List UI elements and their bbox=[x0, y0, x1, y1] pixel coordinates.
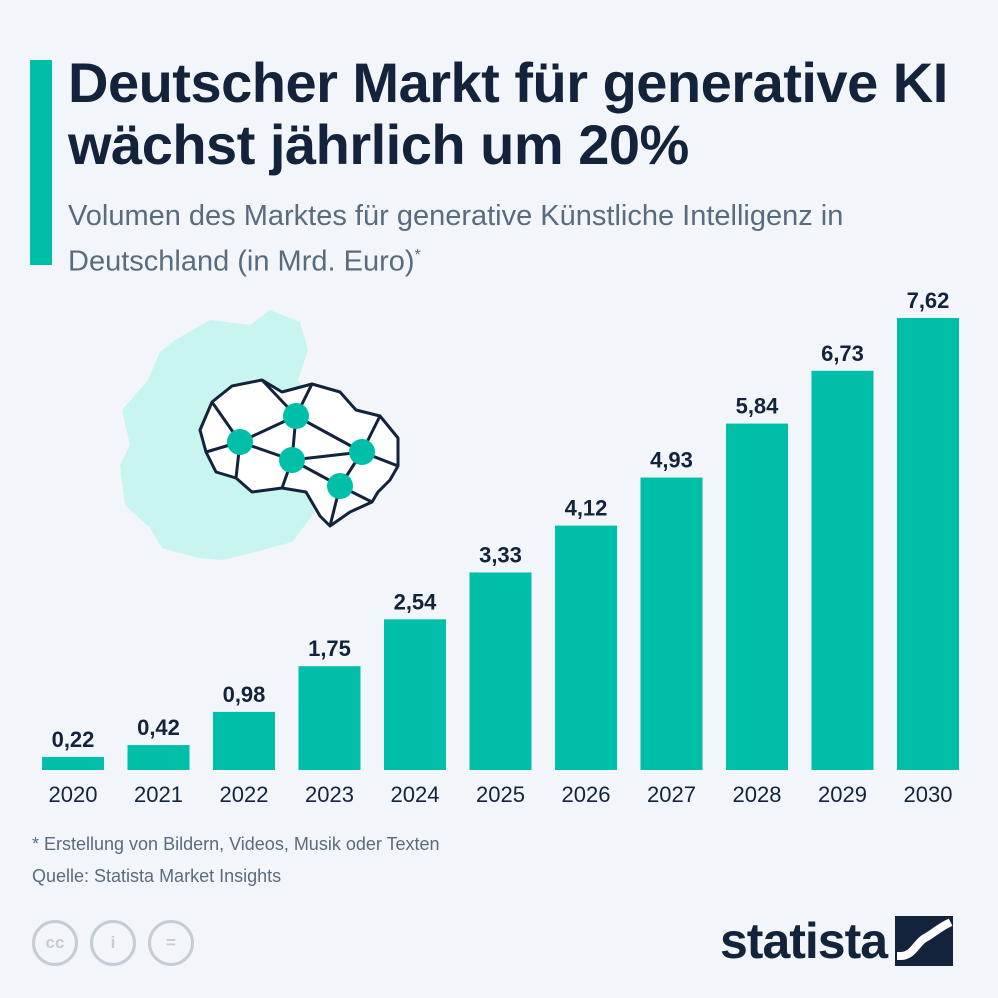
value-label-2026: 4,12 bbox=[565, 496, 608, 521]
footnote: * Erstellung von Bildern, Videos, Musik … bbox=[32, 834, 440, 854]
value-label-2027: 4,93 bbox=[650, 448, 693, 473]
x-tick-2030: 2030 bbox=[904, 782, 953, 807]
value-label-2021: 0,42 bbox=[137, 715, 180, 740]
bar-2027 bbox=[640, 477, 703, 770]
x-tick-2025: 2025 bbox=[476, 782, 525, 807]
bar-2030 bbox=[897, 318, 959, 770]
x-tick-2027: 2027 bbox=[647, 782, 696, 807]
page-title: Deutscher Markt für generative KI wächst… bbox=[68, 51, 948, 176]
bar-2028 bbox=[726, 423, 788, 770]
accent-bar bbox=[30, 60, 52, 265]
no-derivatives-icon[interactable]: = bbox=[148, 920, 194, 966]
x-tick-2028: 2028 bbox=[733, 782, 782, 807]
license-icons: cc i = bbox=[32, 920, 194, 966]
statista-logo-icon bbox=[895, 916, 954, 966]
value-labels: 0,22 0,42 0,98 1,75 2,54 3,33 4,12 4,93 5,84 6,73… bbox=[52, 288, 950, 752]
subtitle-footnote-marker: * bbox=[414, 247, 421, 264]
x-tick-2023: 2023 bbox=[305, 782, 354, 807]
subtitle: Volumen des Marktes für generative Künst… bbox=[68, 196, 978, 282]
value-label-2029: 6,73 bbox=[821, 341, 864, 366]
bars bbox=[42, 318, 959, 770]
bar-2022 bbox=[213, 711, 275, 770]
attribution-icon[interactable]: i bbox=[90, 920, 136, 966]
value-label-2030: 7,62 bbox=[907, 288, 950, 313]
subtitle-text: Volumen des Marktes für generative Künst… bbox=[68, 200, 844, 278]
x-tick-2022: 2022 bbox=[220, 782, 269, 807]
x-tick-2024: 2024 bbox=[391, 782, 440, 807]
x-tick-2020: 2020 bbox=[49, 782, 98, 807]
bar-2020 bbox=[42, 756, 104, 770]
bar-2025 bbox=[469, 572, 532, 770]
x-tick-2029: 2029 bbox=[818, 782, 867, 807]
bar-2021 bbox=[127, 745, 190, 770]
statista-logo[interactable]: statista bbox=[720, 912, 954, 970]
x-axis-ticks: 2020 2021 2022 2023 2024 2025 2026 2027 2028 2029… bbox=[49, 782, 953, 807]
x-tick-2026: 2026 bbox=[562, 782, 611, 807]
value-label-2022: 0,98 bbox=[223, 682, 266, 707]
value-label-2028: 5,84 bbox=[736, 394, 780, 419]
value-label-2020: 0,22 bbox=[52, 727, 95, 752]
value-label-2025: 3,33 bbox=[479, 542, 522, 567]
value-label-2024: 2,54 bbox=[394, 589, 438, 614]
germany-map-brain-network-icon bbox=[120, 310, 400, 560]
value-label-2023: 1,75 bbox=[308, 636, 351, 661]
bar-2029 bbox=[811, 370, 874, 770]
source: Quelle: Statista Market Insights bbox=[32, 866, 282, 886]
brain-network-nodes bbox=[227, 403, 375, 499]
bar-2026 bbox=[555, 525, 617, 770]
statista-logo-text: statista bbox=[720, 913, 888, 969]
x-tick-2021: 2021 bbox=[134, 782, 183, 807]
bar-chart: 0,22 0,42 0,98 1,75 2,54 3,33 4,12 4,93 5,84 6,73… bbox=[42, 288, 959, 807]
cc-icon[interactable]: cc bbox=[32, 920, 78, 966]
bar-2024 bbox=[384, 619, 446, 770]
bar-2023 bbox=[298, 666, 361, 770]
